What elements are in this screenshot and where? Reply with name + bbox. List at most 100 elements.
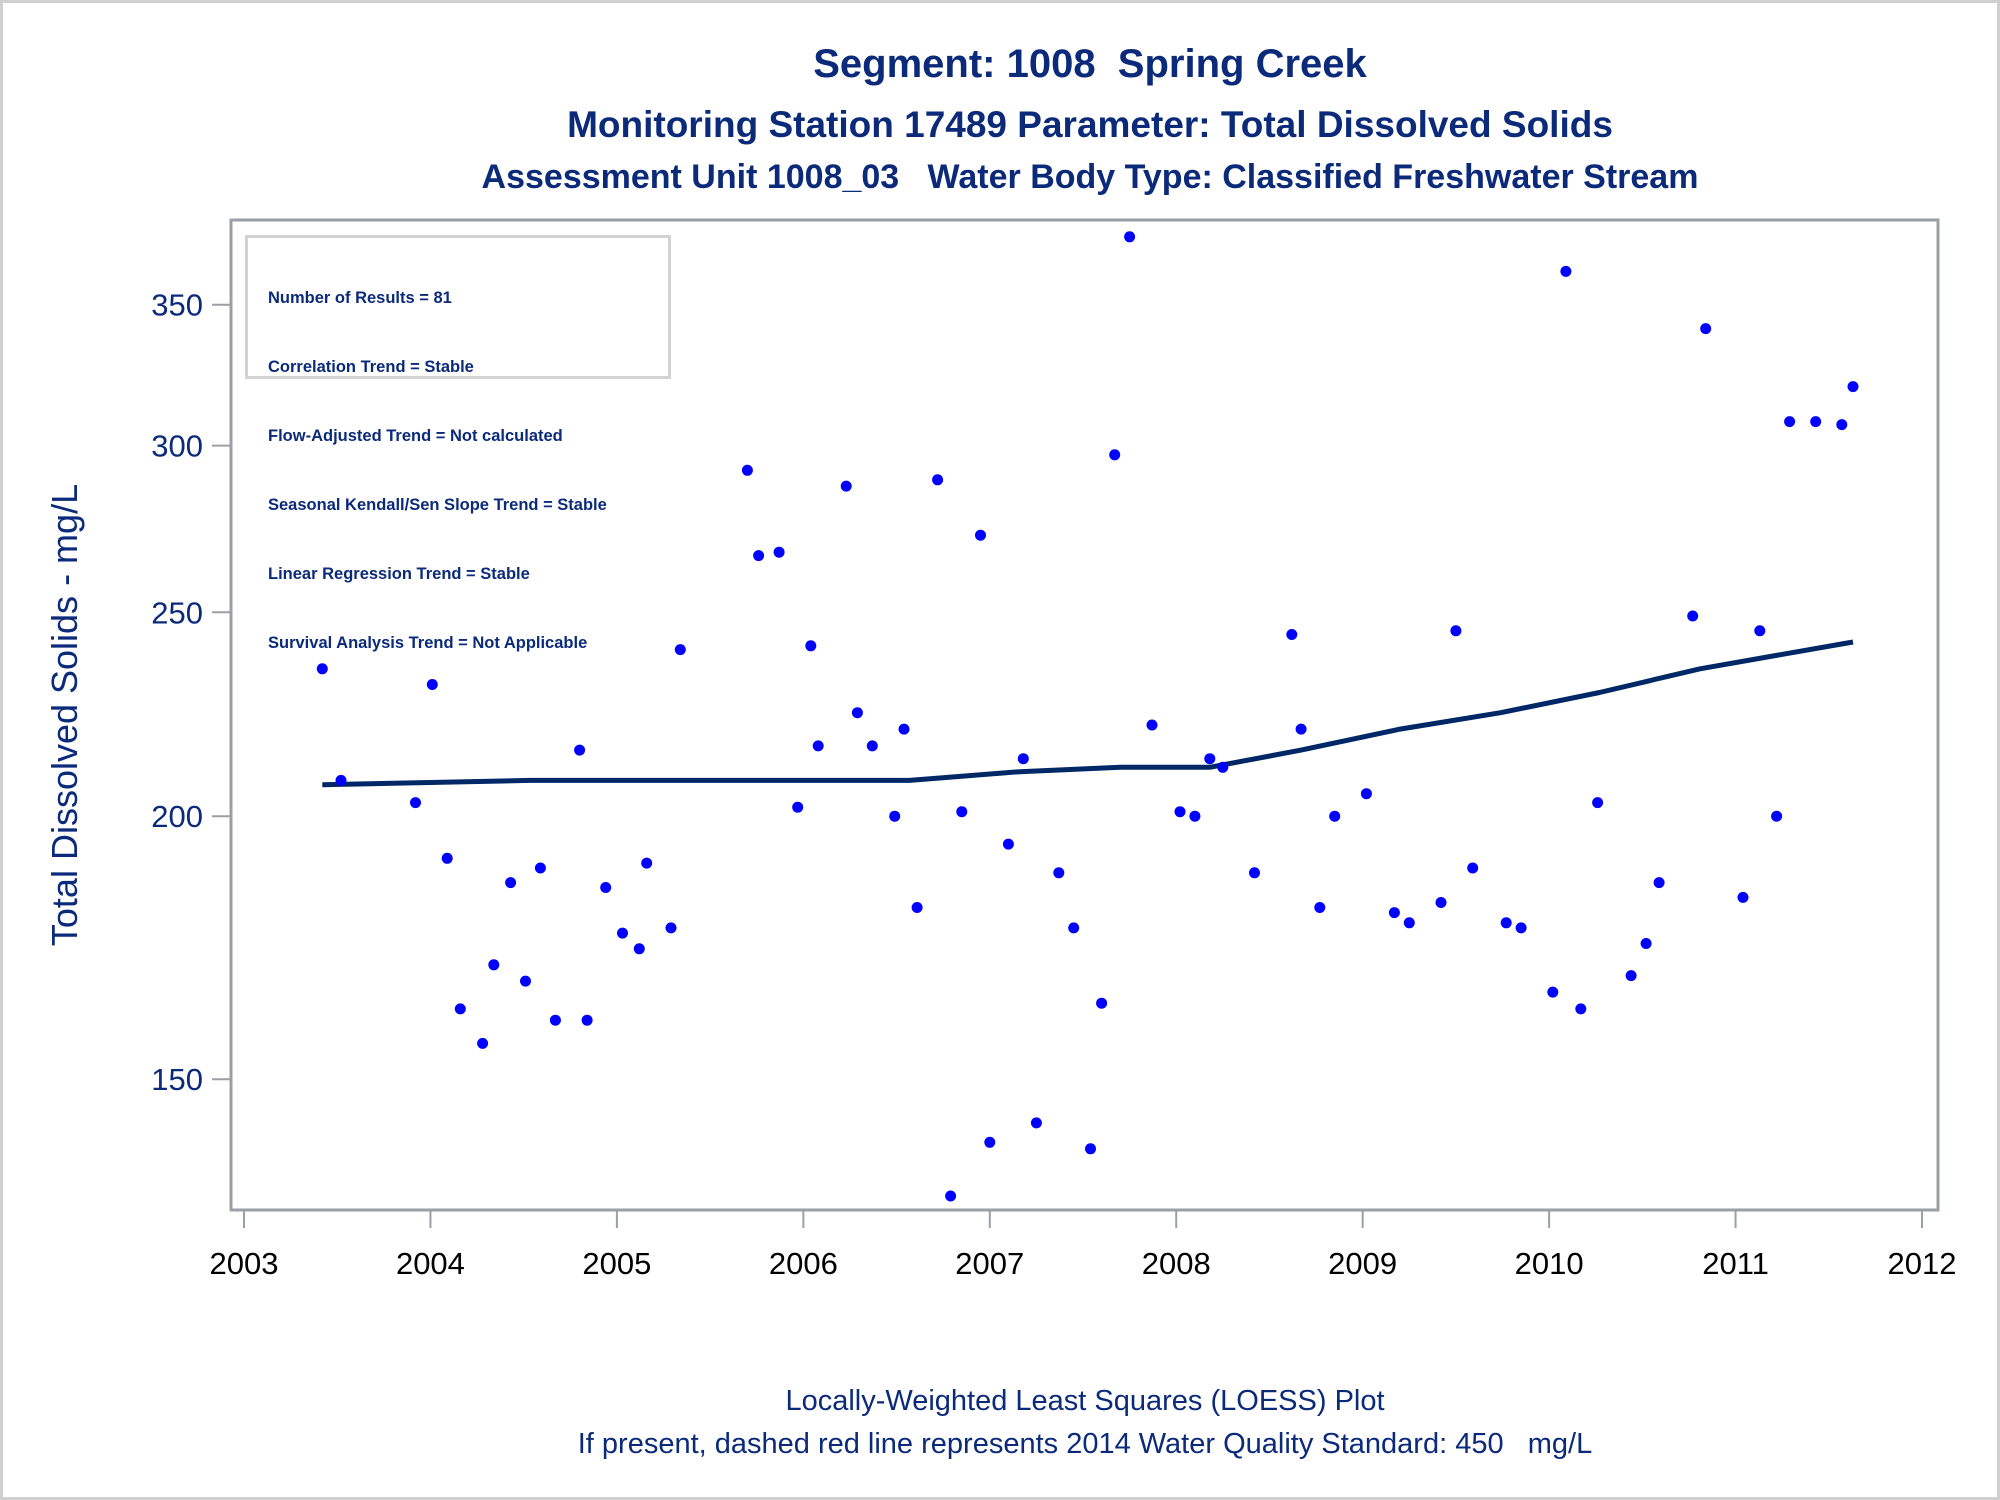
x-tick-label: 2007	[955, 1246, 1024, 1281]
loess-curve-group	[322, 639, 1854, 788]
data-point	[1515, 922, 1527, 934]
data-point	[1360, 788, 1372, 800]
trend-summary-box: Number of Results = 81 Correlation Trend…	[245, 235, 671, 652]
loess-line	[322, 639, 1854, 788]
data-point	[1560, 265, 1572, 277]
y-tick-label: 150	[151, 1062, 203, 1097]
x-tick-label: 2012	[1888, 1246, 1957, 1281]
data-point	[773, 546, 785, 558]
data-point	[866, 740, 878, 752]
data-point	[1450, 625, 1462, 637]
data-point	[1547, 986, 1559, 998]
data-point	[1085, 1143, 1096, 1155]
data-point	[1653, 877, 1665, 889]
data-point	[1030, 1117, 1042, 1129]
data-point	[316, 663, 328, 675]
data-point	[1836, 419, 1848, 431]
data-point	[1640, 938, 1652, 949]
data-point	[1771, 810, 1783, 822]
data-point	[1403, 917, 1415, 929]
inset-line-results: Number of Results = 81	[268, 289, 452, 307]
data-point	[812, 740, 824, 752]
data-point	[1068, 922, 1080, 934]
x-tick-label: 2009	[1328, 1246, 1397, 1281]
data-point	[792, 801, 804, 813]
footer-plot-type: Locally-Weighted Least Squares (LOESS) P…	[785, 1385, 1385, 1417]
x-tick-label: 2006	[769, 1246, 838, 1281]
y-tick-label: 200	[151, 799, 203, 834]
data-point	[581, 1014, 593, 1026]
data-point	[641, 857, 653, 869]
x-tick-label: 2004	[396, 1246, 465, 1281]
data-point	[1625, 970, 1637, 982]
axes: 150 200 250 300 350 2003 2004 2005 2006 2007 2008 2…	[44, 218, 1957, 1281]
data-point	[1217, 761, 1229, 773]
inset-line-linear-regression: Linear Regression Trend = Stable	[268, 565, 530, 583]
inset-line-survival: Survival Analysis Trend = Not Applicable	[268, 634, 588, 652]
data-point	[741, 464, 753, 476]
data-point	[665, 922, 677, 934]
y-tick-label: 300	[151, 429, 203, 464]
x-tick-label: 2008	[1142, 1246, 1211, 1281]
x-tick-label: 2011	[1702, 1246, 1769, 1281]
data-point	[1388, 907, 1400, 919]
data-point	[1124, 231, 1136, 243]
data-point	[911, 902, 923, 913]
data-points	[316, 231, 1859, 1202]
y-tick-label: 350	[151, 288, 203, 323]
data-point	[1575, 1003, 1587, 1015]
chart-subtitle-2: Assessment Unit 1008_03 Water Body Type:…	[481, 158, 1699, 196]
data-point	[753, 550, 765, 562]
data-point	[840, 480, 852, 492]
data-point	[674, 644, 686, 656]
data-point	[574, 744, 586, 756]
x-tick-label: 2010	[1515, 1246, 1584, 1281]
data-point	[984, 1136, 996, 1148]
data-point	[932, 474, 944, 486]
x-tick-label: 2003	[210, 1246, 279, 1281]
data-point	[505, 877, 517, 889]
data-point	[520, 975, 531, 987]
data-point	[1700, 323, 1712, 335]
data-point	[335, 774, 347, 786]
inset-line-correlation: Correlation Trend = Stable	[268, 358, 474, 376]
data-point	[956, 806, 968, 818]
data-point	[805, 640, 817, 652]
data-point	[851, 707, 863, 719]
data-point	[1329, 810, 1341, 822]
data-point	[454, 1003, 466, 1015]
data-point	[1174, 806, 1186, 818]
data-point	[1435, 897, 1447, 908]
data-point	[1189, 810, 1201, 822]
data-point	[1784, 416, 1796, 428]
data-point	[1847, 381, 1859, 393]
data-point	[633, 943, 645, 955]
data-point	[1017, 753, 1029, 765]
data-point	[1204, 753, 1216, 765]
data-point	[441, 852, 453, 864]
y-axis-label: Total Dissolved Solids - mg/L	[44, 484, 85, 946]
data-point	[889, 810, 901, 822]
data-point	[898, 723, 910, 735]
footer-standard-note: If present, dashed red line represents 2…	[577, 1428, 1593, 1460]
data-point	[1109, 449, 1121, 461]
data-point	[1592, 797, 1604, 809]
data-point	[617, 927, 628, 939]
data-point	[534, 862, 546, 874]
inset-line-seasonal-kendall: Seasonal Kendall/Sen Slope Trend = Stabl…	[268, 496, 607, 514]
data-point	[1467, 862, 1479, 874]
y-tick-label: 250	[151, 595, 203, 630]
data-point	[1687, 610, 1699, 622]
data-point	[1737, 891, 1749, 903]
inset-line-flow-adjusted: Flow-Adjusted Trend = Not calculated	[268, 427, 563, 445]
data-point	[1314, 902, 1326, 913]
data-point	[426, 679, 438, 690]
data-point	[488, 959, 500, 971]
data-point	[1754, 625, 1766, 637]
data-point	[1146, 719, 1158, 731]
data-point	[1096, 997, 1108, 1009]
x-tick-label: 2005	[582, 1246, 651, 1281]
data-point	[549, 1014, 561, 1026]
data-point	[600, 882, 612, 893]
